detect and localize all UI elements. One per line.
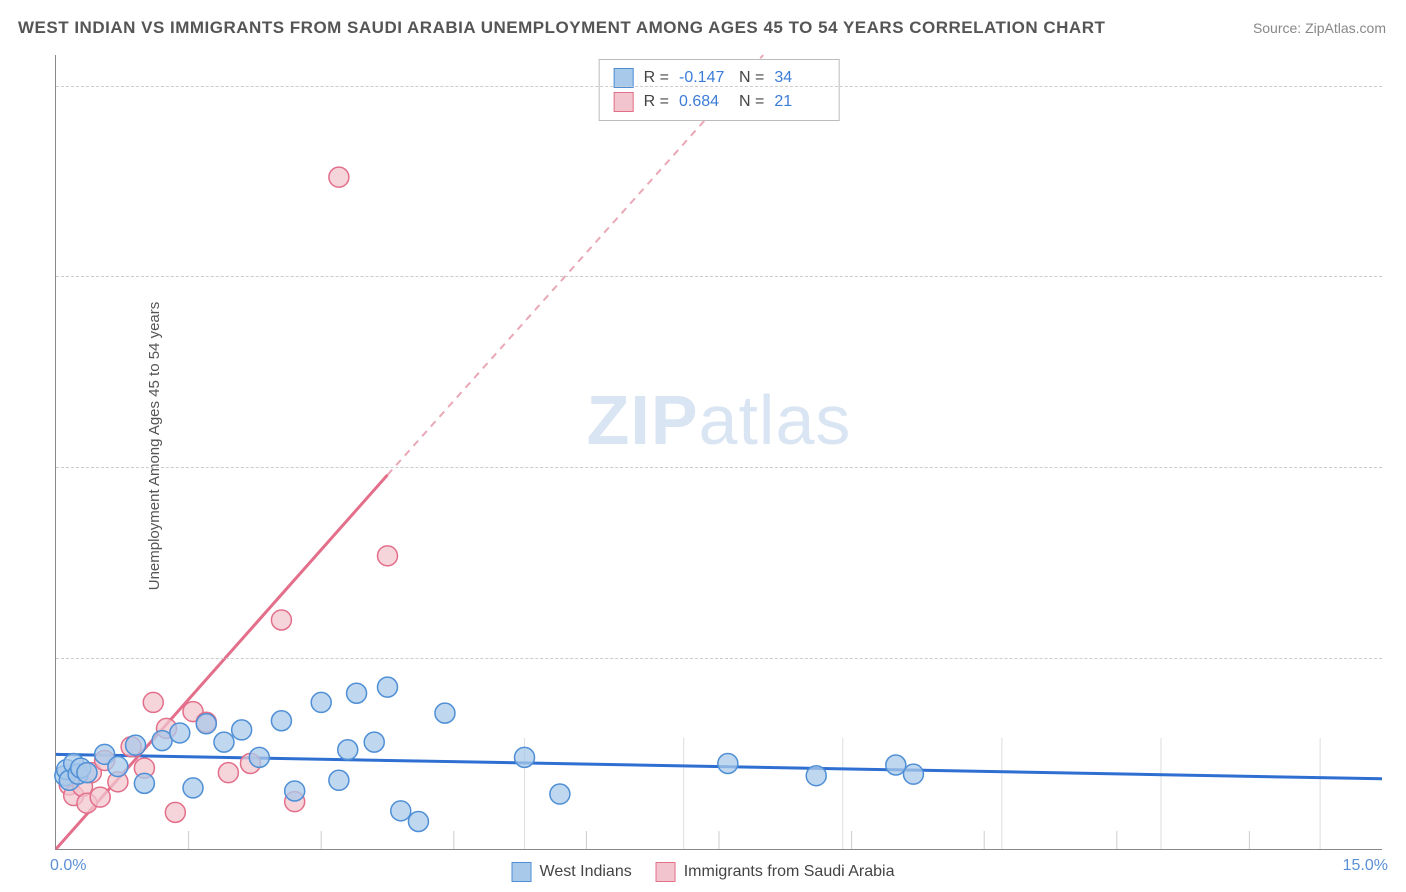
data-point [903,764,923,784]
gridline-horizontal [56,86,1382,87]
scatter-svg [56,55,1382,849]
data-point [391,801,411,821]
data-point [77,763,97,783]
chart-title: WEST INDIAN VS IMMIGRANTS FROM SAUDI ARA… [18,18,1105,38]
data-point [515,747,535,767]
data-point [378,546,398,566]
y-tick-label: 12.5% [1392,649,1406,667]
y-tick-label: 37.5% [1392,267,1406,285]
r-label: R = [644,90,669,114]
data-point [378,677,398,697]
legend-swatch [512,862,532,882]
r-value: 0.684 [679,90,729,114]
data-point [347,683,367,703]
data-point [196,714,216,734]
legend-label: Immigrants from Saudi Arabia [684,863,895,881]
origin-tick-label: 0.0% [50,857,86,875]
data-point [183,778,203,798]
data-point [329,770,349,790]
data-point [364,732,384,752]
data-point [311,692,331,712]
data-point [886,755,906,775]
data-point [170,723,190,743]
data-point [232,720,252,740]
data-point [435,703,455,723]
legend-label: West Indians [540,863,632,881]
gridline-horizontal [56,276,1382,277]
gridline-horizontal [56,467,1382,468]
stats-legend-box: R =-0.147N =34R =0.684N =21 [599,59,840,121]
data-point [90,787,110,807]
data-point [718,753,738,773]
data-point [165,802,185,822]
legend-swatch [614,92,634,112]
y-tick-label: 50.0% [1392,77,1406,95]
data-point [338,740,358,760]
bottom-legend: West Indians Immigrants from Saudi Arabia [512,862,895,882]
data-point [218,763,238,783]
data-point [271,610,291,630]
gridline-horizontal [56,658,1382,659]
legend-swatch [656,862,676,882]
data-point [271,711,291,731]
data-point [408,812,428,832]
xmax-tick-label: 15.0% [1343,857,1388,875]
data-point [285,781,305,801]
data-point [134,773,154,793]
data-point [214,732,234,752]
data-point [329,167,349,187]
data-point [143,692,163,712]
n-value: 21 [774,90,824,114]
source-label: Source: ZipAtlas.com [1253,20,1386,36]
data-point [108,757,128,777]
legend-item: West Indians [512,862,632,882]
data-point [806,766,826,786]
data-point [126,735,146,755]
legend-item: Immigrants from Saudi Arabia [656,862,895,882]
data-point [249,747,269,767]
y-tick-label: 25.0% [1392,458,1406,476]
data-point [550,784,570,804]
plot-area: ZIPatlas R =-0.147N =34R =0.684N =21 0.0… [55,55,1382,850]
n-label: N = [739,90,764,114]
stats-row: R = 0.684 N = 21 [614,90,825,114]
